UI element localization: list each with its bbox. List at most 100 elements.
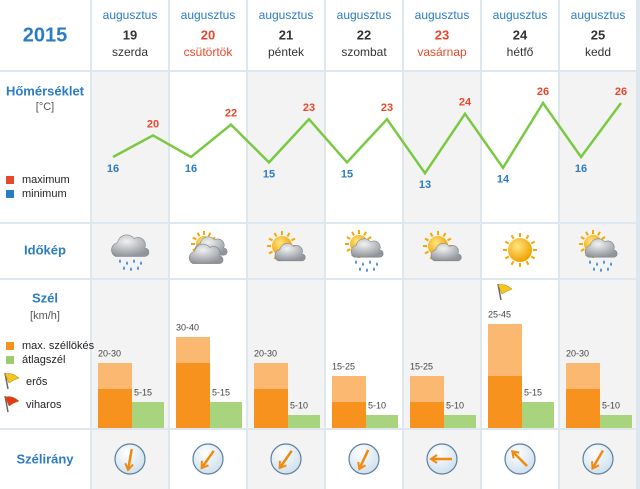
legend-swatch bbox=[6, 356, 14, 364]
wind-direction bbox=[270, 443, 302, 475]
raindrop bbox=[359, 267, 361, 271]
sun-ray bbox=[424, 250, 429, 255]
raindrop bbox=[600, 268, 602, 272]
min-label: 16 bbox=[575, 163, 587, 175]
cloud bbox=[189, 243, 224, 264]
cell bbox=[482, 72, 558, 222]
sun-ray bbox=[346, 236, 351, 240]
legend-swatch bbox=[6, 342, 14, 350]
avg-bar-high bbox=[444, 415, 476, 428]
wind-direction bbox=[426, 443, 458, 475]
arrow-shaft bbox=[592, 449, 605, 468]
row-label: Szélirány bbox=[16, 451, 74, 466]
sun-ray bbox=[291, 237, 296, 242]
weekday: csütörtök bbox=[184, 45, 234, 59]
raindrop bbox=[376, 262, 378, 266]
gust-bar-low bbox=[410, 402, 444, 428]
sun-ray bbox=[510, 260, 515, 266]
flag-icon bbox=[497, 283, 513, 301]
sun-ray bbox=[268, 250, 273, 255]
direction-arrow bbox=[124, 448, 134, 472]
row-label: Időkép bbox=[24, 242, 66, 257]
avg-bar-high bbox=[600, 415, 632, 428]
avg-bar-high bbox=[366, 415, 398, 428]
gust-bar-low bbox=[566, 389, 600, 428]
cell bbox=[0, 280, 90, 428]
max-label: 23 bbox=[381, 102, 393, 114]
legend-label: maximum bbox=[22, 174, 70, 186]
month: augusztus bbox=[415, 8, 470, 22]
cloud bbox=[274, 243, 306, 262]
raindrop bbox=[593, 267, 595, 271]
max-label: 20 bbox=[147, 118, 159, 130]
cell bbox=[92, 0, 168, 70]
legend-swatch bbox=[6, 190, 14, 198]
max-label: 26 bbox=[537, 86, 549, 98]
arrow-head bbox=[510, 449, 520, 459]
cell bbox=[482, 0, 558, 70]
direction-arrow bbox=[200, 450, 215, 470]
arrow-shaft bbox=[201, 450, 215, 468]
sun-ray bbox=[525, 260, 530, 266]
legend-label: max. széllökés bbox=[22, 340, 95, 352]
max-label: 26 bbox=[615, 86, 627, 98]
wind-direction bbox=[504, 443, 536, 475]
gust-label: 15-25 bbox=[410, 361, 433, 371]
temperature-line bbox=[112, 100, 623, 176]
cell bbox=[0, 430, 90, 489]
day-number: 19 bbox=[123, 27, 137, 42]
cloud bbox=[584, 238, 618, 258]
avg-label: 5-10 bbox=[290, 400, 308, 410]
legend-swatch bbox=[6, 176, 14, 184]
direction-arrow bbox=[429, 454, 452, 464]
gust-label: 25-45 bbox=[488, 309, 511, 319]
legend-label: átlagszél bbox=[22, 354, 65, 366]
unit-label: [km/h] bbox=[30, 310, 60, 322]
avg-label: 5-15 bbox=[524, 387, 542, 397]
sun bbox=[508, 238, 532, 262]
avg-bar-high bbox=[522, 402, 554, 428]
flag-cloth bbox=[4, 373, 20, 384]
max-label: 22 bbox=[225, 108, 237, 120]
min-label: 15 bbox=[341, 168, 353, 180]
raindrop bbox=[126, 261, 128, 265]
weekday: hétfő bbox=[507, 45, 534, 59]
cell bbox=[248, 0, 324, 70]
sun-ray bbox=[367, 236, 372, 240]
flag-cloth bbox=[497, 284, 513, 295]
wind-direction bbox=[348, 443, 380, 475]
sun-ray bbox=[424, 237, 429, 242]
raindrop bbox=[373, 267, 375, 271]
direction-arrow bbox=[278, 450, 293, 470]
sun-ray bbox=[530, 255, 536, 260]
sun-ray bbox=[268, 237, 273, 242]
max-label: 23 bbox=[303, 102, 315, 114]
min-label: 14 bbox=[497, 174, 510, 186]
sun-ray bbox=[286, 232, 291, 237]
sun-ray bbox=[442, 232, 447, 237]
weekday: szerda bbox=[112, 45, 148, 59]
sun-ray bbox=[510, 234, 515, 240]
gust-label: 20-30 bbox=[98, 348, 121, 358]
raindrop bbox=[369, 260, 371, 264]
cell bbox=[0, 224, 90, 278]
year: 2015 bbox=[23, 24, 68, 46]
weather-icon bbox=[423, 231, 462, 262]
arrow-shaft bbox=[127, 448, 133, 469]
min-label: 15 bbox=[263, 168, 275, 180]
avg-label: 5-10 bbox=[446, 400, 464, 410]
min-label: 16 bbox=[185, 163, 197, 175]
sun-ray bbox=[597, 231, 601, 236]
cell bbox=[0, 0, 90, 70]
day-number: 23 bbox=[435, 27, 449, 42]
gust-label: 15-25 bbox=[332, 361, 355, 371]
arrow-head bbox=[591, 461, 600, 471]
sun-ray bbox=[601, 236, 606, 240]
cloud bbox=[430, 243, 462, 262]
cloud bbox=[350, 238, 384, 258]
day-number: 20 bbox=[201, 27, 215, 42]
cloud bbox=[111, 234, 150, 257]
raindrop bbox=[133, 259, 135, 263]
cell bbox=[560, 0, 636, 70]
weekday: kedd bbox=[585, 45, 611, 59]
